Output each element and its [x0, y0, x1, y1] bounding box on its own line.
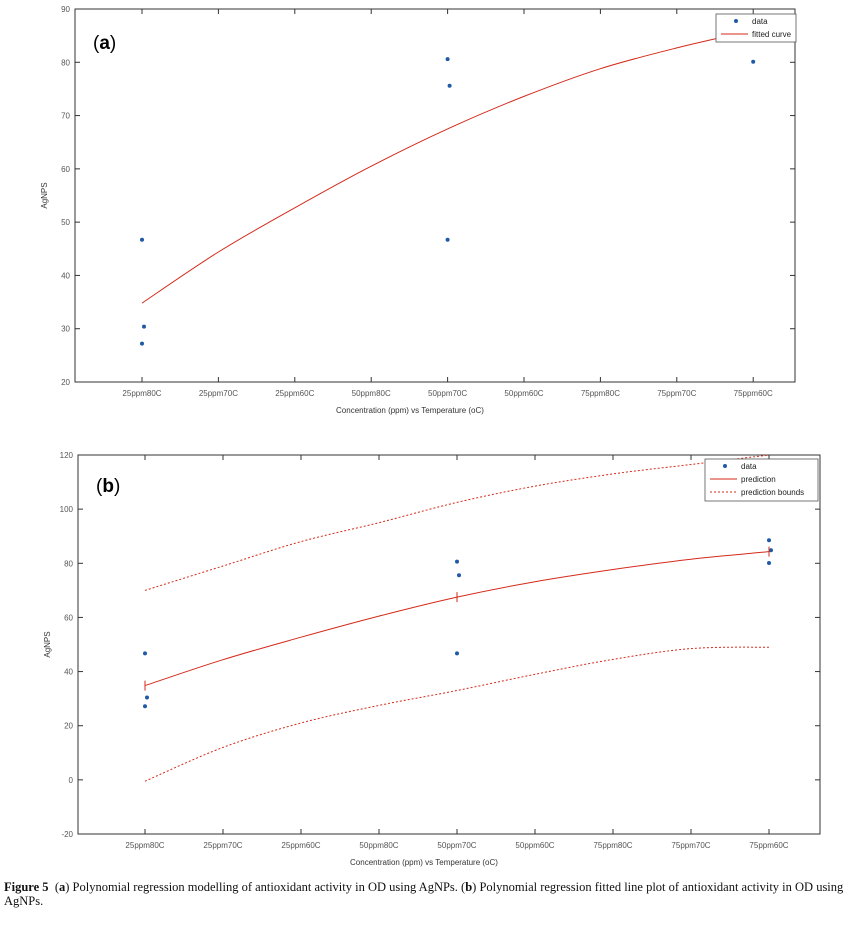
legend-label: prediction: [741, 475, 776, 484]
x-tick-label: 75ppm70C: [657, 389, 696, 398]
legend-label: prediction bounds: [741, 488, 804, 497]
data-point: [751, 59, 756, 64]
y-tick-label: 60: [61, 165, 70, 174]
y-tick-label: 20: [64, 722, 73, 731]
x-tick-label: 75ppm60C: [749, 841, 788, 850]
chart-b: -20 0 20 40 60 80 100 120 25ppm80C 25ppm70C 25ppm6…: [43, 451, 821, 867]
panel-paren-open: (: [93, 33, 100, 54]
x-axis-label: Concentration (ppm) vs Temperature (oC): [350, 858, 498, 867]
x-tick-label: 50ppm60C: [515, 841, 554, 850]
data-point: [445, 237, 450, 242]
data-point: [767, 561, 771, 566]
panel-paren-close: ): [110, 33, 116, 54]
x-tick-label: 50ppm70C: [437, 841, 476, 850]
y-tick-label: 0: [69, 776, 74, 785]
caption-label: Figure 5: [4, 880, 49, 894]
x-tick-label: 25ppm80C: [122, 389, 161, 398]
x-tick-label: 50ppm80C: [359, 841, 398, 850]
prediction-bound-line: [144, 646, 770, 782]
x-tick-label: 25ppm60C: [275, 389, 314, 398]
data-point: [447, 83, 452, 88]
y-tick-label: 60: [64, 613, 73, 622]
legend: data prediction prediction bounds: [704, 458, 819, 502]
data-point: [140, 341, 144, 346]
x-tick-label: 25ppm60C: [281, 841, 320, 850]
panel-label: (b): [96, 476, 120, 497]
caption-open-a: (: [54, 880, 59, 894]
caption-text-a: ) Polynomial regression modelling of ant…: [65, 880, 466, 894]
y-tick-label: 70: [61, 112, 70, 121]
x-tick-label: 50ppm70C: [428, 389, 467, 398]
figure-caption: Figure 5 (a) Polynomial regression model…: [4, 880, 856, 908]
x-tick-label: 25ppm70C: [199, 389, 238, 398]
y-axis-label: AgNPS: [43, 631, 52, 657]
data-point: [457, 573, 461, 578]
x-tick-label: 75ppm60C: [734, 389, 773, 398]
legend-label: fitted curve: [752, 30, 792, 39]
data-point: [143, 651, 147, 656]
legend-label: data: [741, 462, 757, 471]
data-point: [145, 695, 149, 700]
x-tick-label: 50ppm80C: [352, 389, 391, 398]
y-axis-label: AgNPS: [40, 182, 49, 208]
y-tick-label: 20: [61, 378, 70, 387]
x-tick-label: 50ppm60C: [504, 389, 543, 398]
plot-area: [74, 8, 796, 383]
y-tick-label: 50: [61, 218, 70, 227]
data-point: [767, 538, 771, 543]
panel-letter: b: [102, 476, 114, 497]
fitted-curve-line: [141, 29, 754, 304]
y-tick-label: 80: [64, 559, 73, 568]
panel-paren-open: (: [96, 476, 103, 497]
y-tick-label: -20: [61, 830, 73, 839]
prediction-bound-line: [144, 454, 770, 591]
legend: data fitted curve: [715, 13, 797, 43]
y-tick-label: 120: [60, 451, 74, 460]
x-tick-label: 25ppm80C: [125, 841, 164, 850]
y-tick-label: 80: [61, 58, 70, 67]
x-tick-label: 25ppm70C: [203, 841, 242, 850]
data-point: [445, 57, 450, 62]
caption-b: b: [465, 880, 473, 894]
legend-marker-data: [734, 19, 738, 23]
x-axis-label: Concentration (ppm) vs Temperature (oC): [336, 406, 484, 415]
y-tick-label: 30: [61, 325, 70, 334]
panel-label: (a): [93, 33, 116, 54]
plot-area: [77, 454, 821, 835]
data-point: [142, 324, 146, 329]
x-tick-label: 75ppm80C: [581, 389, 620, 398]
data-point: [455, 651, 459, 656]
data-point: [455, 559, 459, 564]
data-point: [143, 704, 147, 709]
data-point: [769, 548, 773, 553]
panel-paren-close: ): [114, 476, 120, 497]
y-tick-label: 100: [60, 505, 74, 514]
caption-a: a: [58, 880, 66, 894]
legend-marker-data: [723, 464, 727, 468]
chart-a: 20 30 40 50 60 70 80 90 25ppm80C 25ppm70C 25ppm60C…: [40, 5, 797, 415]
data-point: [140, 237, 144, 242]
x-tick-label: 75ppm80C: [593, 841, 632, 850]
x-tick-label: 75ppm70C: [671, 841, 710, 850]
panel-letter: a: [99, 33, 110, 54]
y-tick-label: 40: [64, 668, 73, 677]
caption-text-b: ) Polynomial regression fitted line plot…: [4, 880, 844, 908]
legend-label: data: [752, 17, 768, 26]
y-tick-label: 90: [61, 5, 70, 14]
y-tick-label: 40: [61, 271, 70, 280]
legend-box: [715, 13, 797, 43]
